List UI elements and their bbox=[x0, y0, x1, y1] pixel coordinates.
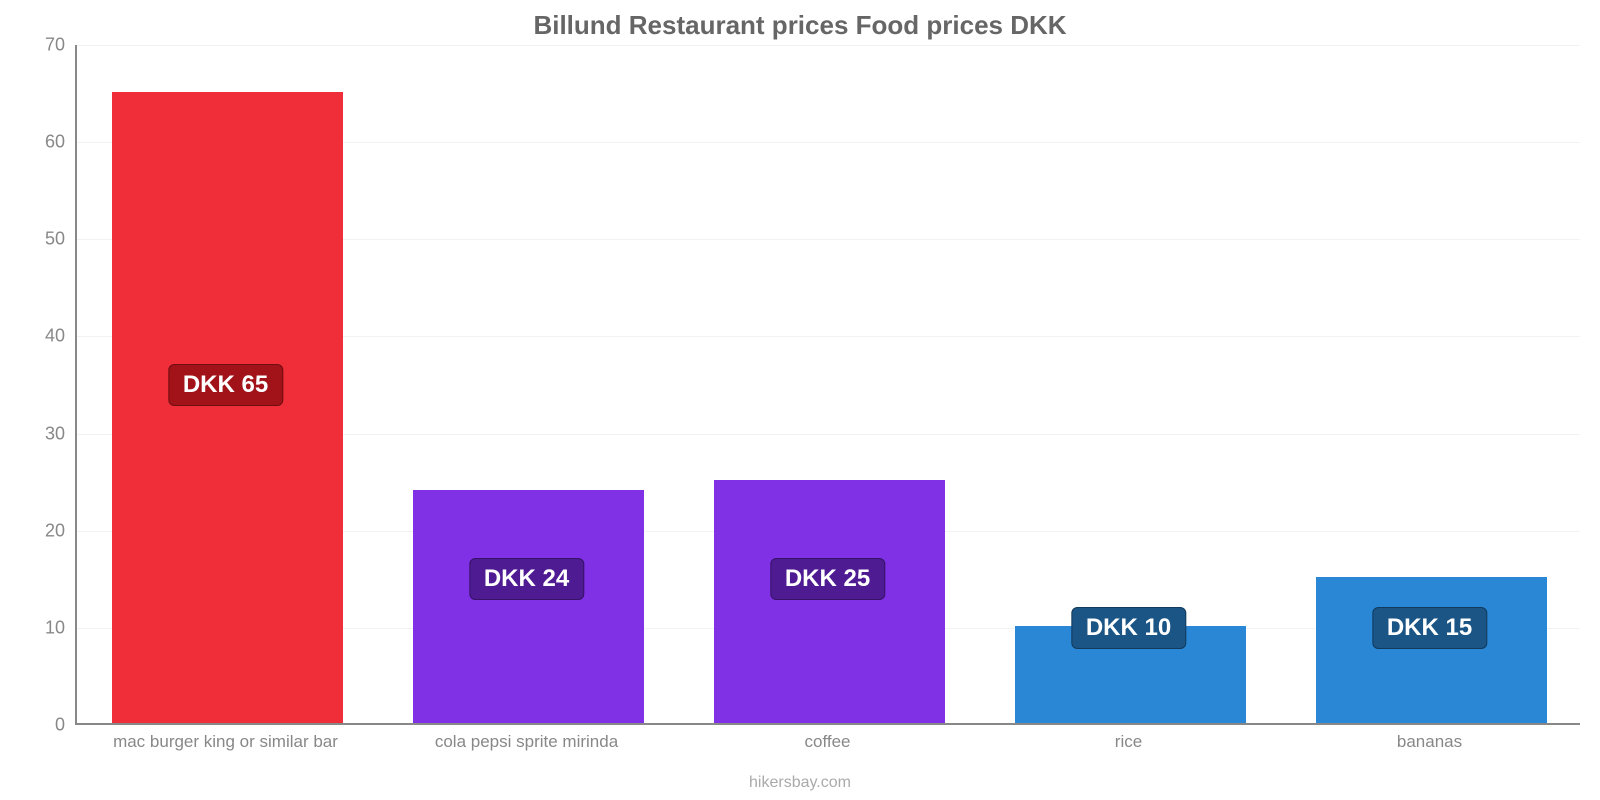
y-tick-label: 30 bbox=[15, 423, 65, 444]
credit-text: hikersbay.com bbox=[0, 774, 1600, 792]
value-badge: DKK 10 bbox=[1071, 607, 1186, 649]
x-tick-label: mac burger king or similar bar bbox=[113, 732, 338, 752]
y-tick-label: 50 bbox=[15, 229, 65, 250]
x-tick-label: cola pepsi sprite mirinda bbox=[435, 732, 618, 752]
bar bbox=[413, 490, 645, 723]
y-tick-label: 40 bbox=[15, 326, 65, 347]
value-badge: DKK 24 bbox=[469, 558, 584, 600]
y-tick-label: 10 bbox=[15, 617, 65, 638]
y-tick-label: 0 bbox=[15, 715, 65, 736]
y-tick-label: 60 bbox=[15, 132, 65, 153]
bar bbox=[1316, 577, 1548, 723]
value-badge: DKK 15 bbox=[1372, 607, 1487, 649]
value-badge: DKK 65 bbox=[168, 364, 283, 406]
bar-chart: Billund Restaurant prices Food prices DK… bbox=[0, 0, 1600, 800]
x-tick-label: rice bbox=[1115, 732, 1142, 752]
y-tick-label: 70 bbox=[15, 35, 65, 56]
bar bbox=[714, 480, 946, 723]
grid-line bbox=[77, 45, 1580, 46]
chart-title: Billund Restaurant prices Food prices DK… bbox=[0, 10, 1600, 41]
bar bbox=[112, 92, 344, 723]
value-badge: DKK 25 bbox=[770, 558, 885, 600]
y-tick-label: 20 bbox=[15, 520, 65, 541]
x-tick-label: bananas bbox=[1397, 732, 1462, 752]
x-tick-label: coffee bbox=[804, 732, 850, 752]
plot-area bbox=[75, 45, 1580, 725]
